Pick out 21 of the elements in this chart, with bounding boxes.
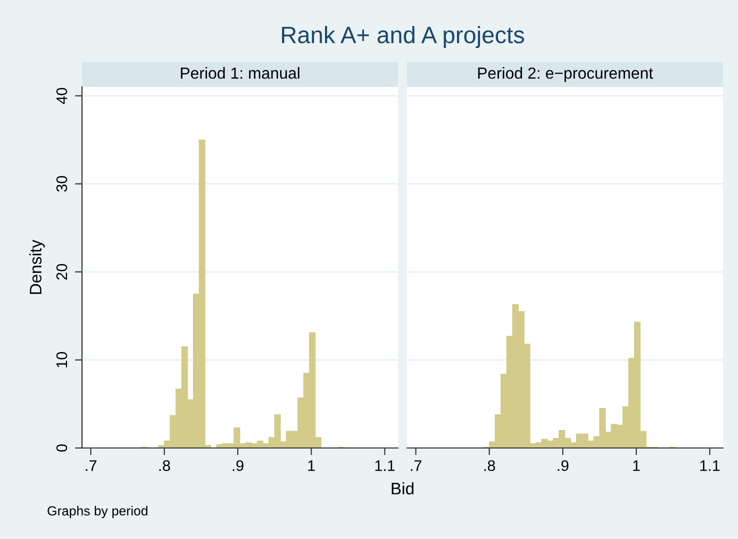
x-tick-label: .8	[484, 460, 496, 472]
text: Rank A+ and A projects	[282, 26, 524, 48]
chart-title: Period 2: e−procurement	[478, 67, 654, 82]
y-axis-title: Density	[29, 240, 45, 294]
x-tick-label: .9	[558, 460, 568, 472]
text: Graphs by period	[48, 506, 148, 518]
x-axis-title: Bid	[392, 482, 414, 494]
chart-title: Period 1: manual	[180, 67, 300, 79]
x-tick-label: 1	[633, 460, 640, 471]
y-tick-label: 40	[56, 88, 68, 104]
x-tick-label: .7	[410, 460, 422, 471]
y-tick-label: 20	[56, 264, 68, 280]
y-tick-label: 30	[56, 176, 68, 192]
x-tick-label: .9	[232, 460, 244, 472]
x-tick-label: 1.1	[375, 460, 395, 471]
x-tick-label: 1.1	[700, 460, 720, 471]
y-tick-label: 10	[56, 352, 68, 368]
x-tick-label: 1	[308, 460, 315, 471]
x-tick-label: .8	[159, 460, 170, 472]
x-tick-label: .7	[86, 460, 96, 471]
y-tick-label: 0	[56, 444, 68, 452]
